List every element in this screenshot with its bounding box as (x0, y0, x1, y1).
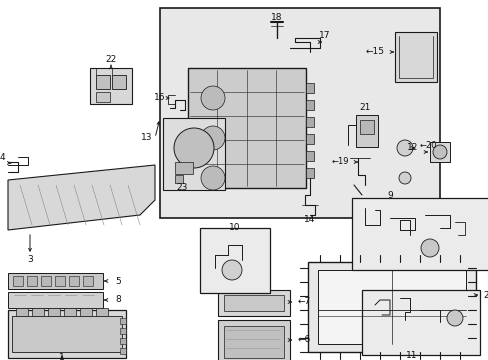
Bar (224, 295, 284, 311)
Text: ←6: ←6 (297, 336, 311, 345)
Text: ←20: ←20 (419, 140, 437, 149)
Bar (8, 310, 126, 358)
Bar (13, 276, 23, 286)
Circle shape (201, 86, 224, 110)
Bar (112, 75, 126, 89)
Circle shape (201, 166, 224, 190)
Bar (175, 162, 193, 174)
Text: ←15: ←15 (365, 48, 384, 57)
Bar (305, 151, 313, 161)
Bar (359, 120, 373, 134)
Circle shape (446, 310, 462, 326)
Bar (305, 134, 313, 144)
Bar (48, 308, 60, 316)
Text: 8: 8 (115, 296, 121, 305)
Circle shape (420, 239, 438, 257)
Bar (305, 83, 313, 93)
Circle shape (396, 140, 412, 156)
Bar (307, 262, 475, 352)
Bar (83, 276, 93, 286)
Bar (96, 75, 110, 89)
Bar (96, 308, 108, 316)
Bar (69, 276, 79, 286)
Circle shape (174, 128, 214, 168)
Bar (41, 276, 51, 286)
Bar (27, 276, 37, 286)
Bar (80, 308, 92, 316)
Bar (120, 318, 126, 324)
Circle shape (398, 172, 410, 184)
Bar (355, 115, 377, 147)
Polygon shape (8, 165, 155, 230)
Text: ←19: ←19 (331, 158, 348, 166)
Bar (200, 228, 269, 293)
Bar (120, 338, 126, 344)
Bar (305, 117, 313, 127)
Bar (175, 175, 183, 183)
Text: 13: 13 (140, 134, 152, 143)
Text: 10: 10 (229, 224, 240, 233)
Text: 4: 4 (0, 153, 6, 162)
Bar (187, 68, 305, 188)
Text: 12: 12 (406, 144, 417, 153)
Bar (120, 348, 126, 354)
Bar (32, 308, 44, 316)
Bar (8, 292, 103, 308)
Text: 17: 17 (319, 31, 330, 40)
Text: 1: 1 (59, 354, 65, 360)
Bar (160, 8, 439, 218)
Bar (317, 270, 465, 344)
Bar (351, 198, 488, 270)
Bar (218, 320, 289, 360)
Bar (12, 316, 122, 352)
Text: 11: 11 (406, 351, 417, 360)
Bar (429, 142, 449, 162)
Bar (305, 168, 313, 178)
Bar (16, 308, 28, 316)
Text: 5: 5 (115, 276, 121, 285)
Bar (218, 290, 289, 316)
Bar (90, 68, 132, 104)
Bar (163, 118, 224, 190)
Text: 16: 16 (154, 94, 165, 103)
Bar (55, 276, 65, 286)
Text: 14: 14 (304, 216, 315, 225)
Text: 18: 18 (271, 13, 282, 22)
Text: 2: 2 (482, 291, 488, 300)
Text: 23: 23 (176, 184, 187, 193)
Text: 21: 21 (359, 104, 370, 112)
Bar (394, 32, 436, 82)
Circle shape (432, 145, 446, 159)
Text: 3: 3 (27, 256, 33, 265)
Bar (8, 273, 103, 289)
Bar (305, 100, 313, 110)
Text: 9: 9 (386, 190, 392, 199)
Circle shape (222, 260, 242, 280)
Circle shape (201, 126, 224, 150)
Bar (96, 92, 110, 102)
Text: 22: 22 (105, 55, 116, 64)
Bar (361, 290, 479, 355)
Bar (64, 308, 76, 316)
Bar (224, 326, 284, 358)
Bar (120, 328, 126, 334)
Text: ←7: ←7 (297, 297, 311, 306)
